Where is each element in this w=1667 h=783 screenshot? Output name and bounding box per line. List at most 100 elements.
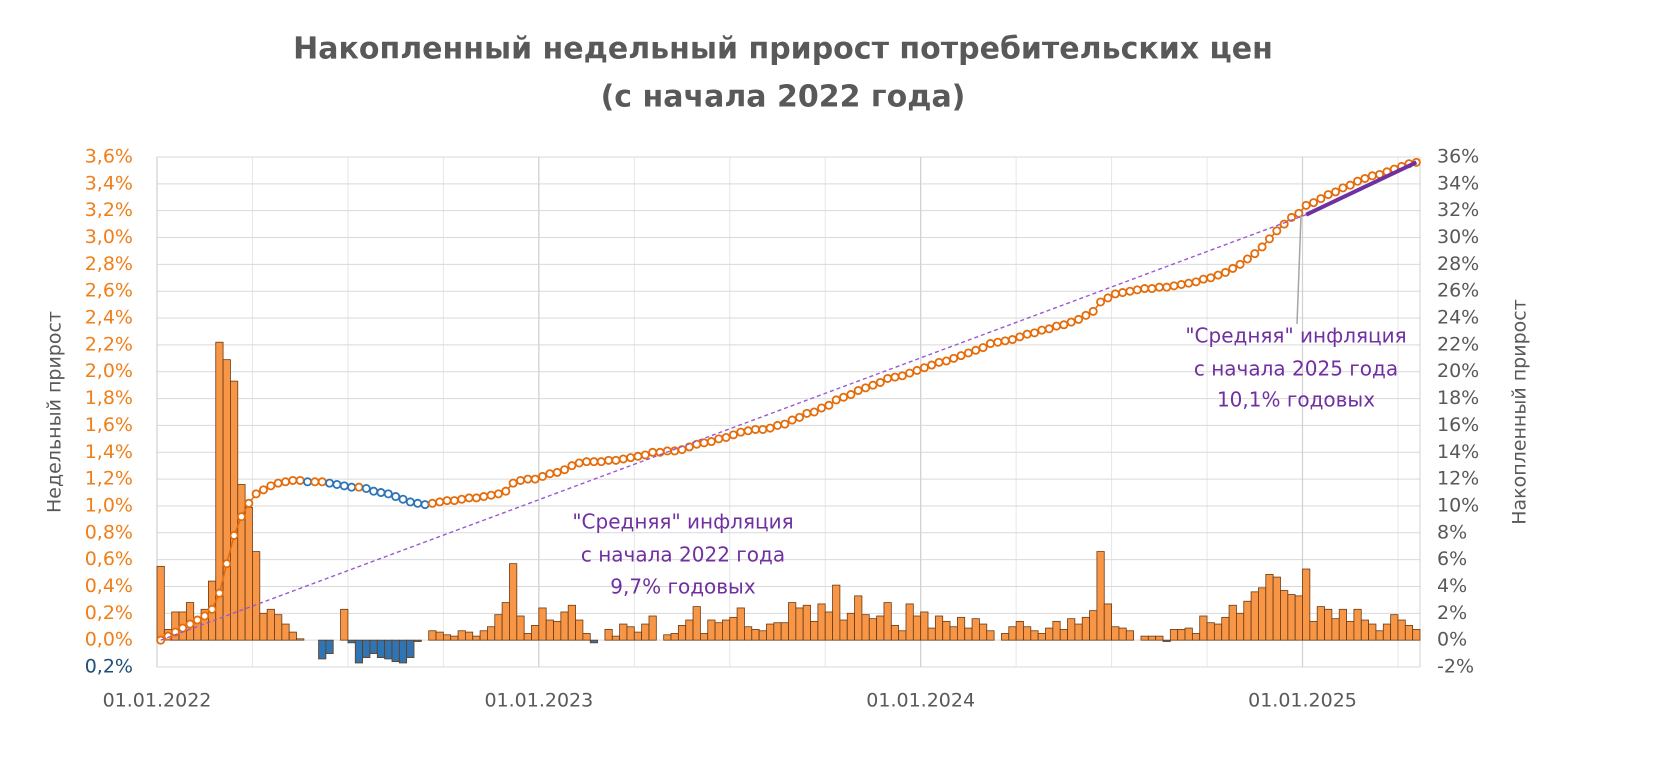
annotation: "Средняя" инфляция <box>572 510 793 534</box>
bar <box>692 606 701 641</box>
bar <box>766 623 775 641</box>
bar <box>487 626 496 641</box>
y2-axis-title: Накопленный прирост <box>1509 299 1531 525</box>
point <box>560 465 570 475</box>
point <box>493 489 503 499</box>
point <box>1132 285 1142 295</box>
point <box>244 498 254 508</box>
point <box>405 497 415 507</box>
point <box>1154 282 1164 292</box>
bar <box>281 623 290 641</box>
bar <box>1199 615 1208 641</box>
bar <box>406 639 415 659</box>
point <box>501 486 511 496</box>
bar <box>1390 614 1399 641</box>
bar <box>1360 619 1369 641</box>
y2-tick-label: 14% <box>1437 441 1479 463</box>
point <box>927 360 937 370</box>
bar <box>567 604 576 641</box>
point <box>515 475 525 485</box>
point <box>721 432 731 442</box>
point <box>1103 293 1113 303</box>
bar <box>1118 627 1127 641</box>
bar <box>531 624 540 641</box>
bar <box>744 626 753 641</box>
chart-title: Накопленный недельный прирост потребител… <box>293 32 1273 67</box>
point <box>449 496 459 506</box>
bar <box>854 595 863 641</box>
point <box>1309 198 1319 208</box>
bar <box>1250 591 1259 641</box>
point <box>1118 288 1128 298</box>
point <box>912 365 922 375</box>
bar <box>942 620 951 641</box>
point <box>956 351 966 361</box>
point <box>1242 254 1252 264</box>
bar <box>376 639 386 659</box>
bar <box>934 615 944 641</box>
bar <box>1125 630 1135 641</box>
point <box>1147 284 1157 294</box>
point <box>1360 173 1370 183</box>
bar <box>758 630 767 641</box>
point <box>604 455 614 465</box>
y-tick-label: 1,0% <box>85 494 133 516</box>
point <box>1000 336 1010 346</box>
bar <box>839 619 848 641</box>
point <box>662 446 672 456</box>
bar <box>1052 620 1061 641</box>
bar <box>898 630 907 641</box>
bar <box>949 626 958 641</box>
bar <box>296 638 305 641</box>
bar <box>340 608 349 641</box>
point <box>853 386 863 396</box>
bar <box>1191 633 1201 641</box>
point <box>611 455 621 465</box>
bar <box>1272 576 1281 641</box>
bar <box>1331 618 1340 641</box>
point <box>317 477 327 487</box>
chart-title: (с начала 2022 года) <box>601 80 966 115</box>
bar <box>1368 623 1377 641</box>
point <box>714 434 724 444</box>
bar <box>1309 620 1318 641</box>
point <box>156 635 166 645</box>
point <box>1052 321 1062 331</box>
point <box>258 485 268 495</box>
y2-tick-label: 0% <box>1437 629 1467 651</box>
x-tick-label: 01.01.2025 <box>1248 690 1357 712</box>
point <box>1110 289 1120 299</box>
bar <box>1404 624 1414 641</box>
point <box>670 446 680 456</box>
y-tick-label: 1,8% <box>85 387 133 409</box>
point <box>765 423 775 433</box>
bar <box>252 551 261 641</box>
point <box>1198 274 1208 284</box>
bar <box>1316 606 1325 641</box>
y-tick-label: 3,0% <box>85 226 133 248</box>
point <box>1081 310 1091 320</box>
point <box>772 420 782 430</box>
bar <box>582 633 591 641</box>
point <box>1059 320 1069 330</box>
point <box>582 457 592 467</box>
point <box>648 447 658 457</box>
point <box>1044 324 1054 334</box>
y2-tick-label: 4% <box>1437 575 1467 597</box>
point <box>1250 249 1260 259</box>
point <box>1162 282 1172 292</box>
bar <box>964 627 973 641</box>
bar <box>538 607 547 641</box>
y-tick-label: 1,6% <box>85 414 133 436</box>
bar <box>362 639 371 659</box>
point <box>941 356 951 366</box>
bar <box>648 615 657 641</box>
point <box>1367 171 1377 181</box>
point <box>281 477 291 487</box>
point <box>993 337 1003 347</box>
point <box>1191 277 1201 287</box>
point <box>1257 242 1267 252</box>
bar <box>788 602 797 641</box>
point <box>354 482 364 492</box>
y2-tick-label: 18% <box>1437 387 1479 409</box>
